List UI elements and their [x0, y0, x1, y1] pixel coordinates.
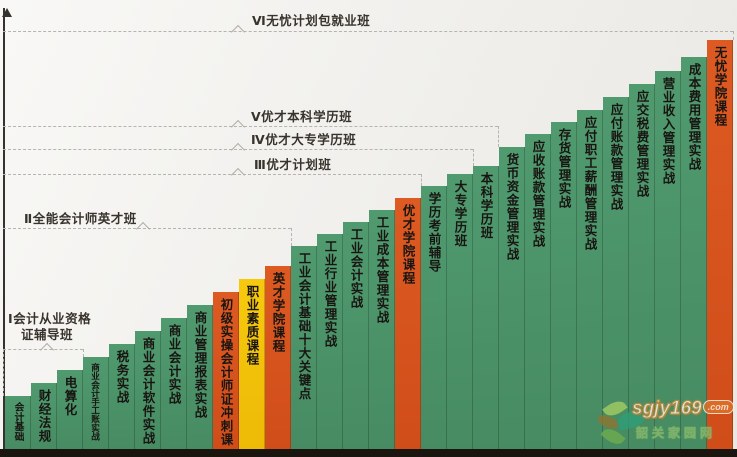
bar-label: 本科学历班	[478, 172, 493, 240]
bar-label: 工业会计基础十大关键点	[296, 252, 311, 401]
level-I-drop-line	[83, 349, 84, 357]
bar-course-8: 商业管理报表实战	[187, 305, 213, 450]
level-II-label: Ⅱ全能会计师英才班	[24, 212, 137, 226]
level-I-drop-line	[3, 349, 4, 396]
level-III-dashed-line	[3, 174, 421, 175]
bar-course-17: 学历考前辅导	[421, 186, 447, 450]
bar-course-9: 初级实操会计师证冲刺课	[213, 292, 239, 450]
bar-label: 初级实操会计师证冲刺课	[218, 298, 233, 447]
level-III-label: Ⅲ优才计划班	[254, 158, 332, 172]
level-V-label: Ⅴ优才本科学历班	[251, 110, 353, 124]
bar-course-7: 商业会计实战	[161, 318, 187, 450]
bar-label: 成本费用管理实战	[686, 63, 701, 171]
bar-course-3: 电算化	[57, 370, 83, 450]
watermark-caption: 韶关家园网	[635, 426, 717, 441]
bar-label: 工业行业管理实战	[322, 240, 337, 348]
bar-label: 应收账款管理实战	[530, 140, 545, 248]
bar-course-2: 财经法规	[31, 383, 57, 450]
bar-course-24: 应付账款管理实战	[603, 97, 629, 450]
bar-course-25: 应交税费管理实战	[629, 84, 655, 450]
level-I-dashed-line	[3, 349, 83, 350]
level-III-caret-icon	[230, 167, 246, 183]
bar-label: 营业收入管理实战	[660, 77, 675, 185]
bar-label: 应交税费管理实战	[634, 90, 649, 198]
bar-course-23: 应付职工薪酬管理实战	[577, 110, 603, 450]
level-VI-label: Ⅵ无忧计划包就业班	[252, 14, 371, 28]
bar-course-19: 本科学历班	[473, 166, 499, 450]
bar-label: 电算化	[62, 376, 77, 417]
level-II-dashed-line	[3, 228, 291, 229]
bar-label: 工业会计实战	[348, 228, 363, 309]
level-II-caret-icon	[135, 221, 151, 237]
bar-course-21: 应收账款管理实战	[525, 134, 551, 450]
level-VI-dashed-line	[3, 31, 733, 32]
bar-course-5: 税务实战	[109, 344, 135, 450]
bar-label: 商业会计软件实战	[140, 337, 155, 445]
watermark-tld-badge: .com	[702, 400, 734, 414]
bar-label: 会计基础	[12, 402, 24, 442]
bar-label: 商业会计实战	[166, 324, 181, 405]
bar-course-16: 优才学院课程	[395, 198, 421, 450]
level-VI-caret-icon	[230, 24, 246, 40]
bar-label: 无忧学院课程	[712, 46, 727, 127]
level-V-dashed-line	[3, 126, 498, 127]
bar-label: 商业会计手工账实战	[90, 363, 101, 441]
bar-label: 存货管理实战	[556, 128, 571, 209]
bar-course-12: 工业会计基础十大关键点	[291, 246, 317, 450]
x-axis-baseline	[0, 449, 737, 457]
level-III-drop-line	[421, 174, 422, 186]
watermark-domain: sgjy169 .com	[632, 398, 734, 420]
bar-label: 英才学院课程	[270, 272, 285, 353]
bar-course-28: 无忧学院课程	[707, 40, 733, 450]
level-IV-dashed-line	[3, 149, 473, 150]
bar-course-26: 营业收入管理实战	[655, 71, 681, 450]
bar-course-27: 成本费用管理实战	[681, 57, 707, 450]
level-V-drop-line	[498, 126, 499, 147]
bar-label: 货币资金管理实战	[504, 153, 519, 261]
level-I-label: Ⅰ会计从业资格 证辅导班	[8, 312, 92, 342]
bar-course-13: 工业行业管理实战	[317, 234, 343, 450]
bar-label: 税务实战	[114, 350, 129, 404]
bar-course-20: 货币资金管理实战	[499, 147, 525, 450]
level-VI-drop-line	[733, 31, 734, 40]
bar-course-6: 商业会计软件实战	[135, 331, 161, 450]
bar-label: 职业素质课程	[244, 285, 259, 366]
level-V-caret-icon	[230, 119, 246, 135]
level-IV-drop-line	[473, 149, 474, 166]
bar-label: 工业成本管理实战	[374, 216, 389, 324]
bar-course-22: 存货管理实战	[551, 122, 577, 450]
bar-course-1: 会计基础	[5, 396, 31, 450]
bar-label: 优才学院课程	[400, 204, 415, 285]
bar-course-11: 英才学院课程	[265, 266, 291, 450]
y-axis-line	[2, 8, 12, 450]
watermark: sgjy169 .com 韶关家园网	[596, 396, 736, 454]
level-IV-label: Ⅳ优才大专学历班	[251, 133, 357, 147]
bar-label: 大专学历班	[452, 180, 467, 248]
petal-icon	[597, 415, 619, 429]
bar-label: 学历考前辅导	[426, 192, 441, 273]
watermark-domain-text: sgjy169	[632, 398, 703, 420]
bar-label: 应付账款管理实战	[608, 103, 623, 211]
bar-course-18: 大专学历班	[447, 174, 473, 450]
bar-label: 应付职工薪酬管理实战	[582, 116, 597, 251]
level-I-caret-icon	[39, 342, 55, 358]
bar-label: 商业管理报表实战	[192, 311, 207, 419]
y-axis-arrow-icon	[2, 8, 12, 17]
level-IV-caret-icon	[230, 142, 246, 158]
bar-course-10: 职业素质课程	[239, 279, 265, 450]
bar-course-4: 商业会计手工账实战	[83, 357, 109, 450]
level-II-drop-line	[291, 228, 292, 246]
bar-course-15: 工业成本管理实战	[369, 210, 395, 450]
bar-label: 财经法规	[36, 389, 51, 443]
bar-course-14: 工业会计实战	[343, 222, 369, 450]
